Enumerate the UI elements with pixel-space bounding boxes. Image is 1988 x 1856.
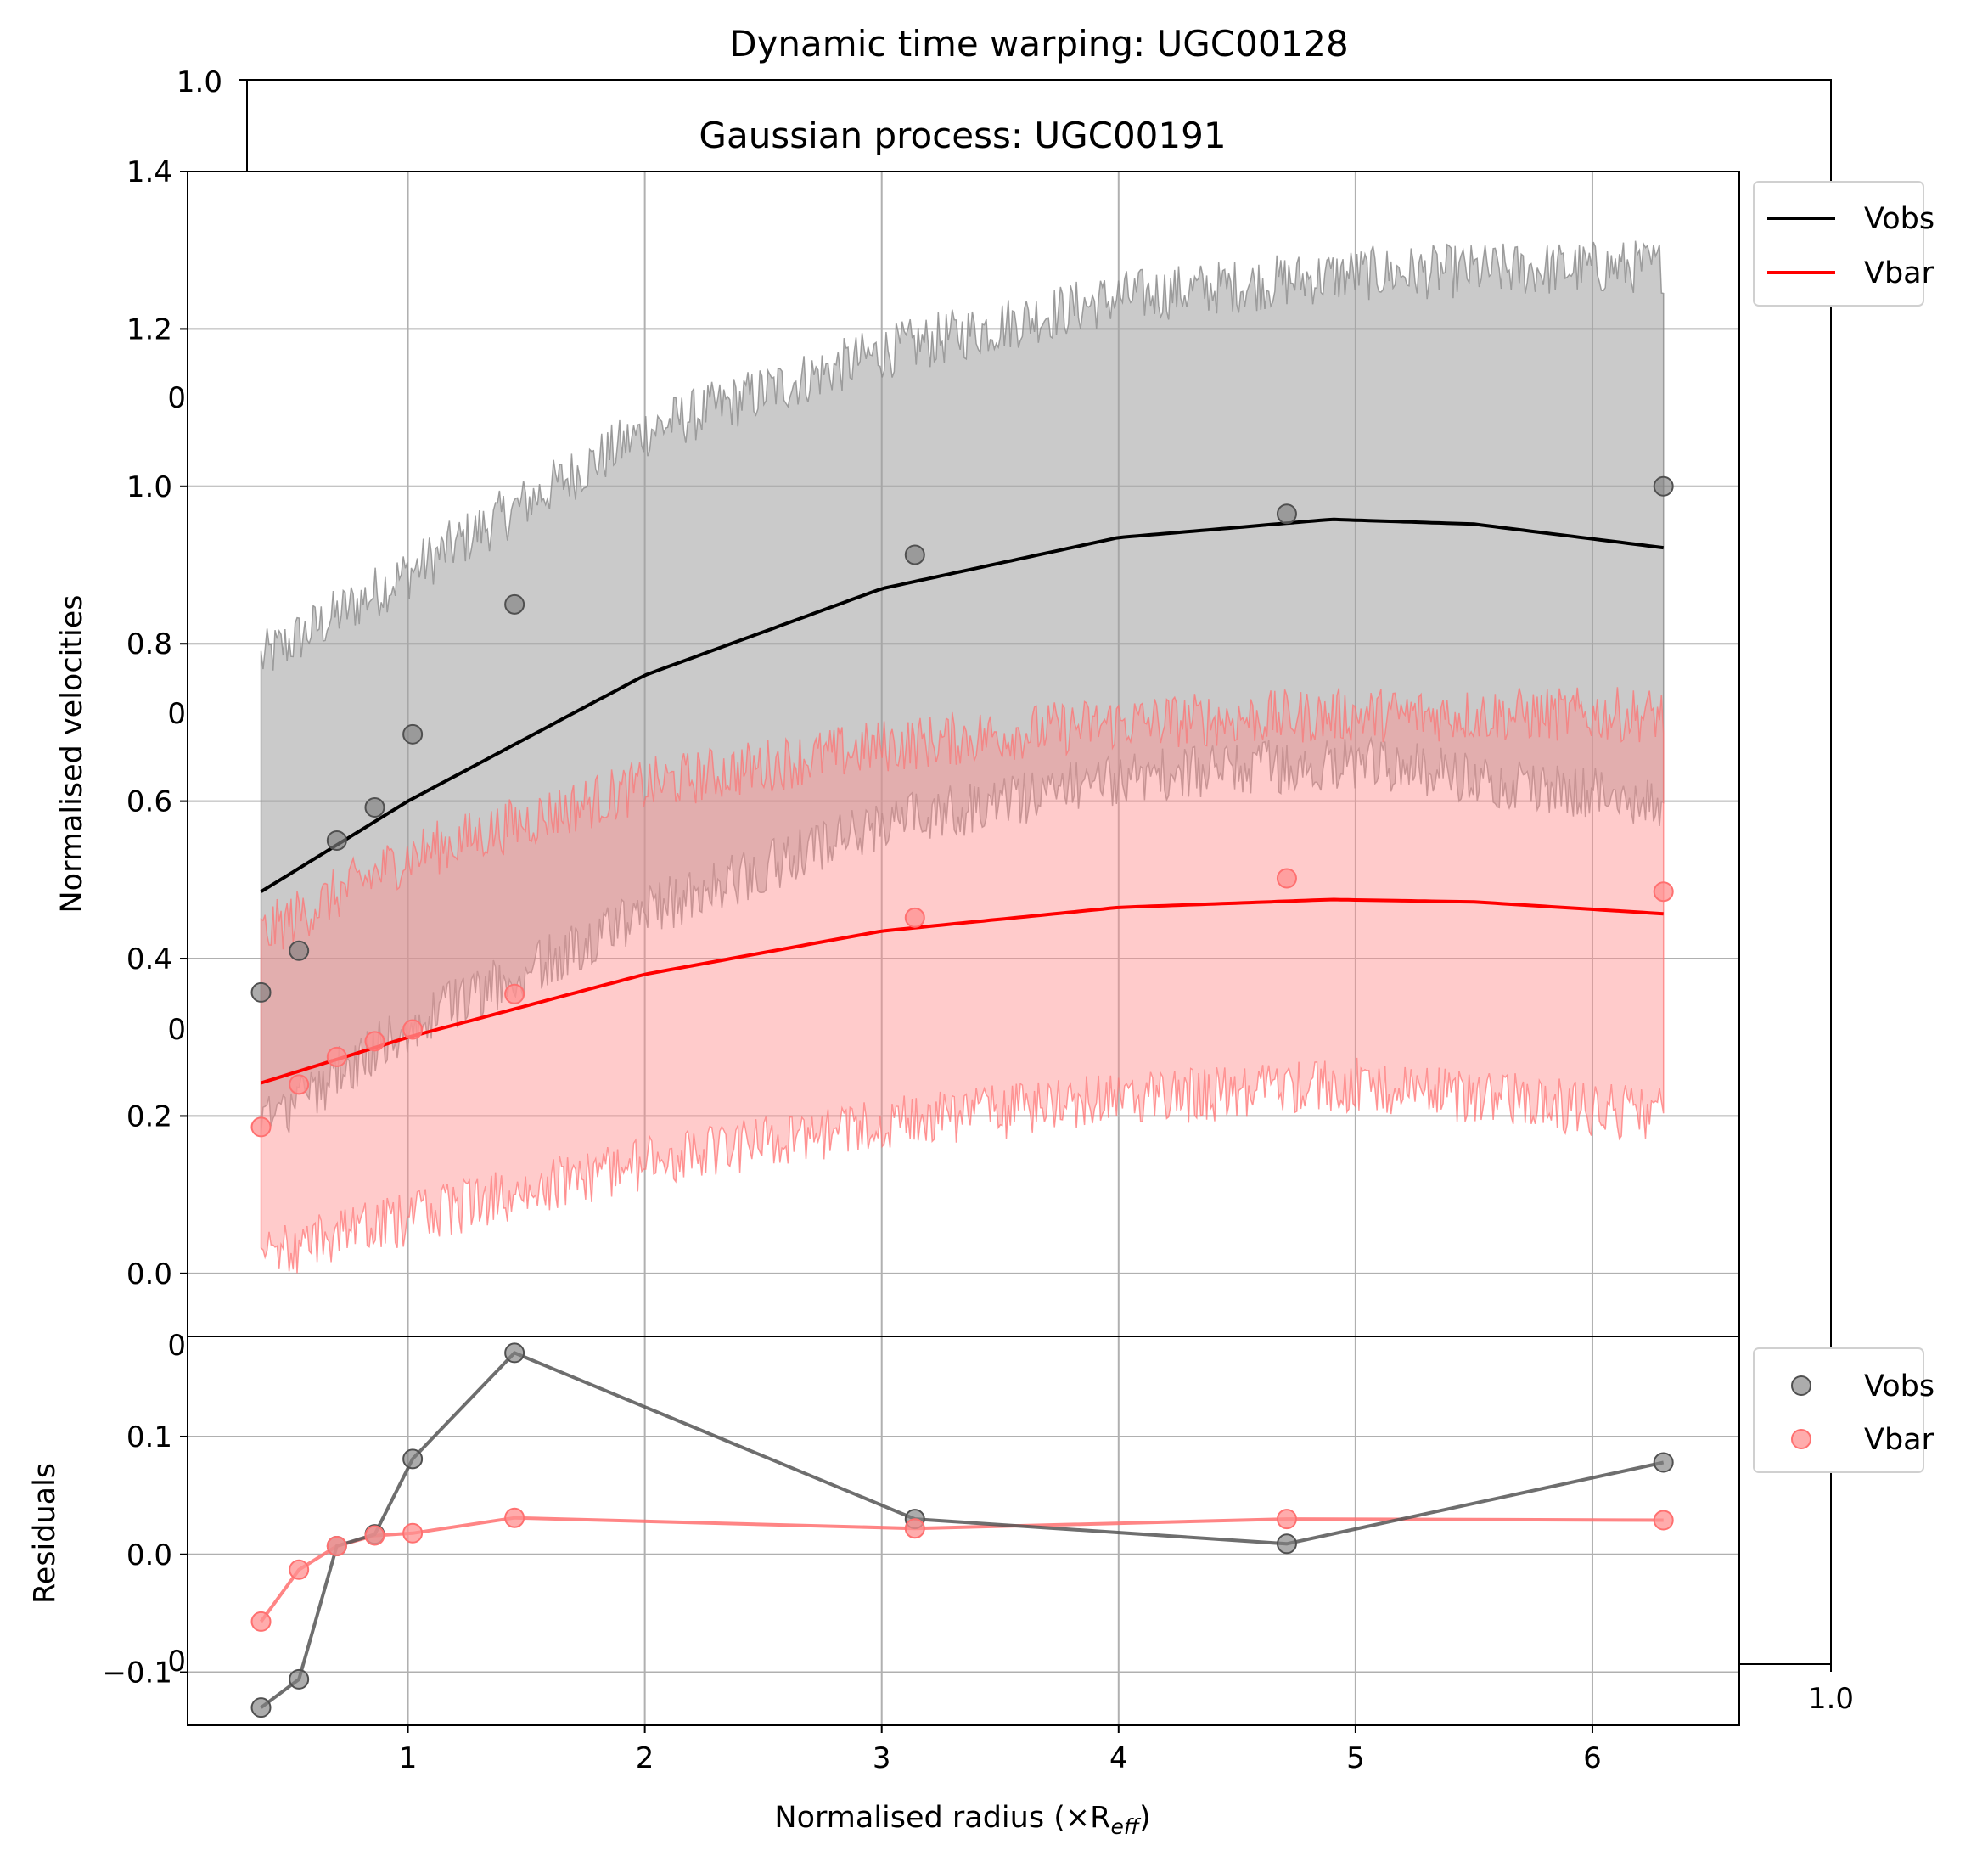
bg-ytick-label: 1.0 [177, 65, 222, 99]
vobs-mean-line [260, 517, 1664, 893]
vbar-point [504, 983, 525, 1004]
residual-xtick-label: 5 [1346, 1741, 1365, 1775]
residual-xlabel: Normalised radius (×Reff) [774, 1801, 1150, 1839]
residual-point-vbar [1653, 1510, 1674, 1531]
main-ytick-label: 1.0 [126, 470, 172, 504]
legend-label-vbar: Vbar [1864, 256, 1935, 290]
legend-marker-vbar [1791, 1429, 1811, 1449]
residual-legend: Vobs Vbar [1753, 1347, 1935, 1473]
main-ytick-label: 0.2 [126, 1100, 172, 1133]
background-title: Dynamic time warping: UGC00128 [729, 23, 1349, 65]
main-bands [260, 240, 1665, 1274]
residual-point-vbar [402, 1522, 424, 1544]
vobs-point [402, 723, 424, 745]
xlabel-main: Normalised radius (×R [774, 1801, 1110, 1835]
vbar-point [1653, 881, 1674, 903]
xlabel-subscript: eff [1111, 1814, 1142, 1839]
residual-point-vobs [1276, 1533, 1297, 1555]
residual-point-vobs [504, 1342, 525, 1364]
legend-res-label-vobs: Vobs [1864, 1370, 1935, 1403]
xlabel-end: ) [1139, 1801, 1151, 1835]
main-lines [260, 517, 1664, 1085]
vobs-point [504, 593, 525, 615]
bg-ytick-partial-label: 0 [167, 1013, 186, 1047]
residual-point-vbar [250, 1611, 272, 1632]
vobs-point [1653, 475, 1674, 497]
residual-point-vbar [904, 1518, 925, 1539]
residual-point-vobs [402, 1448, 424, 1470]
residual-xtick-label: 2 [636, 1741, 654, 1775]
bg-ytick-partial-label: 0 [167, 1329, 186, 1363]
main-ytick-label: 1.4 [126, 155, 172, 189]
vobs-point [1276, 503, 1297, 525]
residual-point-vbar [1276, 1509, 1297, 1530]
bg-ytick-partial-label: 0 [167, 381, 186, 415]
vbar-uncertainty-band [260, 687, 1665, 1274]
residual-point-vbar [289, 1559, 310, 1580]
legend-res-label-vbar: Vbar [1864, 1423, 1935, 1457]
vobs-point [904, 544, 925, 565]
vobs-point [364, 797, 385, 818]
residual-axes-background [188, 1336, 1739, 1725]
main-legend-box [1753, 181, 1924, 307]
vobs-point [326, 830, 347, 851]
residual-ylabel: Residuals [28, 1463, 62, 1604]
vbar-point [904, 907, 925, 928]
vbar-point [1276, 868, 1297, 889]
residual-point-vbar [504, 1507, 525, 1528]
residual-points [250, 1342, 1674, 1718]
main-legend: Vobs Vbar [1753, 181, 1935, 307]
main-ylabel: Normalised velocities [55, 594, 89, 913]
residual-axes-frame [187, 1336, 1740, 1726]
main-axes: 0.0 0.2 0.4 0.6 0.8 1.0 1.2 1.4 Gaussian proces… [55, 115, 1740, 1344]
legend-marker-vobs [1791, 1375, 1811, 1396]
residual-ytick-label: 0.0 [126, 1538, 172, 1572]
legend-label-vobs: Vobs [1864, 202, 1935, 236]
main-ytick-label: 0.8 [126, 627, 172, 661]
residual-xtick-label: 1 [399, 1741, 418, 1775]
residual-point-vobs [1653, 1452, 1674, 1473]
residual-point-vobs [289, 1668, 310, 1690]
vobs-point [289, 940, 310, 961]
residual-ytick-label: 0.1 [126, 1420, 172, 1454]
bg-ytick-partial-label: 0 [167, 1645, 186, 1679]
vbar-point [250, 1116, 272, 1138]
vbar-mean-line [260, 897, 1664, 1085]
vbar-point [364, 1031, 385, 1052]
bg-ytick-partial-label: 0 [167, 697, 186, 731]
residual-ytick-label: −0.1 [102, 1656, 172, 1690]
vobs-point [250, 981, 272, 1003]
main-title: Gaussian process: UGC00191 [699, 115, 1226, 156]
residual-point-vbar [326, 1536, 347, 1557]
residual-point-vbar [364, 1525, 385, 1546]
bg-xtick-label: 1.0 [1808, 1682, 1854, 1716]
main-points [250, 475, 1674, 1138]
vbar-point [402, 1019, 424, 1040]
vbar-point [326, 1046, 347, 1067]
main-ytick-label: 0.4 [126, 942, 172, 976]
main-ytick-label: 1.2 [126, 312, 172, 346]
residual-xtick-label: 3 [873, 1741, 891, 1775]
residual-grid [188, 1336, 1739, 1725]
main-ytick-label: 0.6 [126, 785, 172, 819]
residual-axes: 1 2 3 4 5 6 −0.1 0.0 0.1 Residuals Normalised ra… [28, 1336, 1740, 1839]
vbar-point [289, 1074, 310, 1095]
main-ytick-label: 0.0 [126, 1257, 172, 1291]
residual-xtick-label: 6 [1583, 1741, 1602, 1775]
residual-point-vobs [250, 1697, 272, 1718]
residual-xtick-label: 4 [1109, 1741, 1128, 1775]
